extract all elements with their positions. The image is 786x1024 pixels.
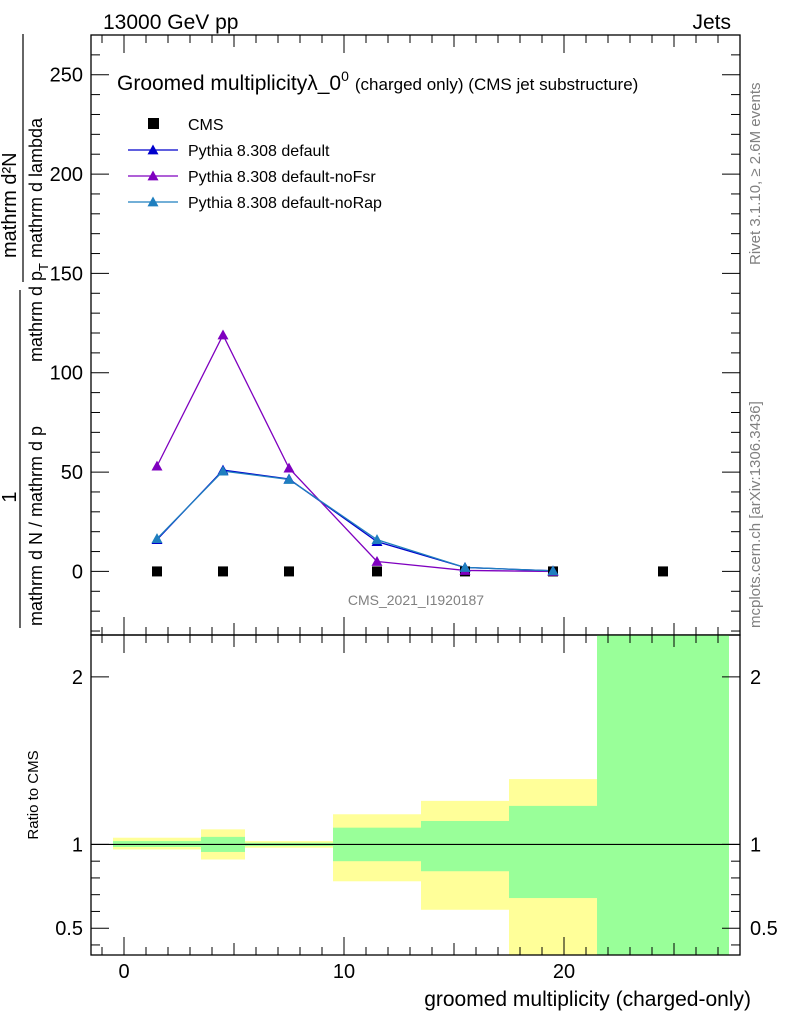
- x-tick-label: 20: [553, 961, 575, 983]
- data-point: [152, 566, 162, 577]
- band-bin: [509, 805, 597, 899]
- y-tick-label: 0: [72, 561, 83, 583]
- markers-cms: [152, 566, 668, 577]
- data-point: [371, 555, 383, 566]
- band-bin: [597, 635, 729, 955]
- data-point: [284, 566, 294, 577]
- data-point: [283, 473, 295, 484]
- legend-entry: Pythia 8.308 default: [128, 143, 330, 160]
- y-tick-label: 50: [61, 462, 83, 484]
- data-point: [151, 533, 163, 544]
- rivet-label: Rivet 3.1.10, ≥ 2.6M events: [747, 83, 764, 266]
- data-point: [151, 460, 163, 471]
- legend-label: Pythia 8.308 default-noFsr: [188, 169, 376, 186]
- ratio-plot-frame: [90, 634, 741, 956]
- data-point: [547, 565, 559, 576]
- ratio-y-tick-label: 1: [72, 834, 83, 856]
- legend-marker: [148, 118, 159, 129]
- legend-label: CMS: [188, 117, 224, 134]
- ylabel-denominator-text: mathrm d p: [26, 271, 46, 362]
- data-point: [658, 566, 668, 577]
- data-point: [459, 561, 471, 572]
- band-bin: [421, 820, 509, 872]
- data-point: [217, 329, 229, 340]
- series-line: [156, 469, 554, 572]
- data-point: [217, 465, 229, 476]
- jets-label: Jets: [692, 11, 731, 34]
- legend-label: Pythia 8.308 default: [188, 143, 330, 160]
- legend-marker: [147, 170, 159, 181]
- series-pythia-8-308-default-nofsr: [156, 333, 554, 573]
- main-title-text: Groomed multiplicityλ_0: [117, 72, 341, 95]
- data-point: [372, 566, 382, 577]
- ratio-y-tick-label-right: 0.5: [750, 918, 778, 940]
- data-point: [283, 462, 295, 473]
- legend-marker: [147, 144, 159, 155]
- ylabel-prefix-one: 1: [0, 491, 21, 502]
- ratio-bands: [113, 635, 729, 955]
- legend-entry: Pythia 8.308 default-noRap: [128, 195, 382, 212]
- series-pythia-8-308-default: [156, 469, 554, 572]
- ylabel-denominator: mathrm d pT mathrm d lambda: [26, 117, 51, 362]
- mcplots-label: mcplots.cern.ch [arXiv:1306.3436]: [747, 401, 764, 628]
- x-axis-label: groomed multiplicity (charged-only): [424, 988, 751, 1011]
- series-layer: [151, 329, 668, 577]
- legend-marker: [147, 196, 159, 207]
- series-line: [156, 333, 554, 573]
- legend-entry: CMS: [148, 117, 224, 134]
- main-title-sup: 0: [341, 68, 349, 84]
- y-tick-label: 100: [50, 363, 83, 385]
- energy-label: 13000 GeV pp: [103, 11, 238, 34]
- ratio-y-tick-label-right: 1: [750, 834, 761, 856]
- ratio-y-tick-label: 2: [72, 667, 83, 689]
- ylabel-numerator: mathrm d²N: [0, 152, 21, 258]
- series-pythia-8-308-default-norap: [156, 470, 554, 572]
- x-tick-label: 0: [118, 961, 129, 983]
- ylabel-subscript: T: [36, 263, 51, 271]
- legend-entry: Pythia 8.308 default-noFsr: [128, 169, 376, 186]
- data-point: [371, 534, 383, 545]
- legend: CMS Pythia 8.308 default Pythia 8.308 defa…: [128, 117, 382, 212]
- ratio-y-axis-label: Ratio to CMS: [25, 750, 42, 839]
- ratio-y-tick-label-right: 2: [750, 667, 761, 689]
- analysis-watermark: CMS_2021_I1920187: [348, 592, 484, 608]
- series-line: [156, 470, 554, 572]
- markers-pythia-8-308-default-norap: [151, 465, 559, 576]
- y-tick-label: 200: [50, 164, 83, 186]
- ratio-axis-ticks: 0.5 0.51 12 20 10 20: [55, 635, 778, 983]
- ylabel-prefix-denominator: mathrm d N / mathrm d p: [26, 426, 46, 626]
- y-tick-label: 150: [50, 263, 83, 285]
- main-title: Groomed multiplicityλ_00 (charged only) (…: [117, 68, 638, 95]
- legend-label: Pythia 8.308 default-noRap: [188, 195, 382, 212]
- data-point: [218, 566, 228, 577]
- y-tick-label: 250: [50, 65, 83, 87]
- main-title-suffix: (charged only) (CMS jet substructure): [355, 75, 638, 94]
- main-y-axis-label: 1 mathrm d N / mathrm d p mathrm d²N mat…: [0, 34, 51, 628]
- ratio-y-tick-label: 0.5: [55, 918, 83, 940]
- ylabel-denominator-tail: mathrm d lambda: [26, 117, 46, 263]
- main-axis-ticks: 0 50 100 150 200 250: [50, 34, 740, 635]
- x-tick-label: 10: [333, 961, 355, 983]
